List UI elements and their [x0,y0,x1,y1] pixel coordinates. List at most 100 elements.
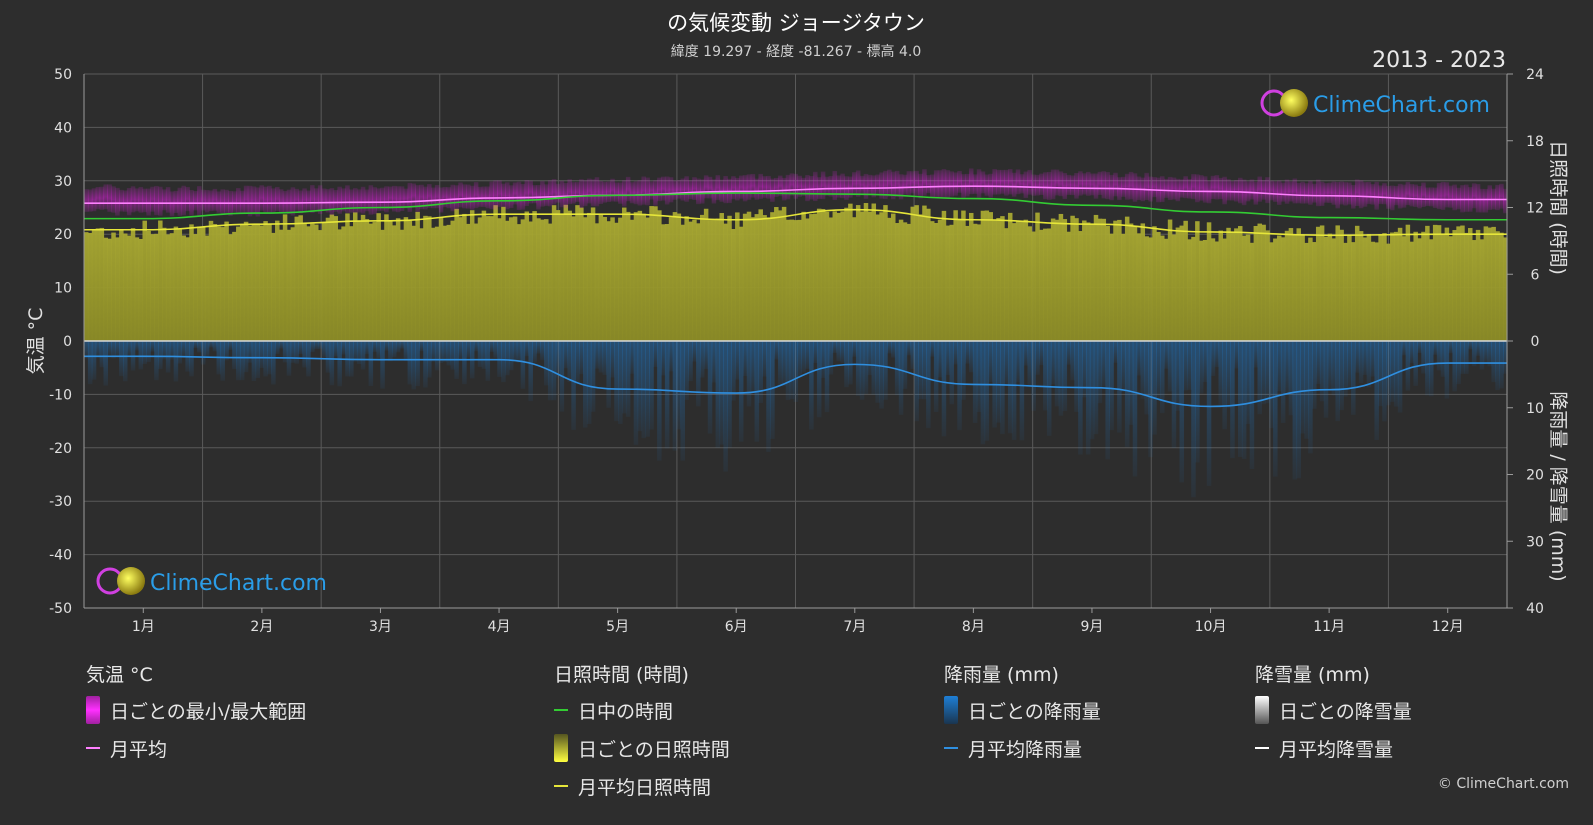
sunshine-avg-line [83,208,1507,237]
sunshine-bar [391,225,397,341]
temp-range-bar [793,173,799,199]
rain-bar [1448,341,1454,354]
rain-bar [1397,341,1403,413]
rain-bar [1432,341,1438,355]
temp-range-bar [1358,180,1364,209]
yellow-line-swatch [554,785,568,787]
temp-range-bar [430,187,436,209]
temp-range-bar [571,182,576,204]
temp-range-bar [197,186,202,216]
sunshine-bar [1050,218,1056,341]
axes: 50 40 30 20 10 0 -10 -20 -30 -40 -50 24 18 12 6 0 10 20 30… [25,67,1569,635]
temp-range-bar [941,169,947,198]
rain-bar [1140,341,1146,399]
temp-range-bar [1058,171,1064,197]
sunshine-bar [618,217,623,341]
logo-text-top: ClimeChart.com [1313,93,1490,118]
rain-bar [1300,341,1305,434]
temp-range-bar [1152,177,1157,198]
temp-range-bar [731,176,736,200]
temp-range-bar [1074,173,1079,199]
blue-line-swatch [944,747,958,749]
legend-item-daily-sunshine: 日ごとの日照時間 [554,734,730,762]
temp-range-bar [1113,172,1118,197]
temp-range-bar [372,187,377,215]
temp-range-bar [243,185,249,214]
sunshine-bar [1382,233,1387,341]
rain-bar [711,341,717,383]
sunshine-bar [1218,230,1223,341]
rain-bar [1366,341,1372,388]
rain-bar [111,341,116,359]
sunshine-bar [302,223,307,341]
rain-bar [1405,341,1411,391]
rain-bar [1468,341,1473,350]
temp-range-bar [380,187,385,211]
temp-range-bar [735,177,740,201]
sunshine-bar [883,205,888,341]
temp-range-bar [1354,179,1360,206]
rain-bar [1491,341,1496,383]
temp-range-bar [423,186,428,210]
temp-range-bar [419,184,424,210]
rain-bar [1070,341,1075,381]
sunshine-bar [949,224,954,341]
rain-bar [937,341,943,378]
sunshine-bar [1074,218,1079,341]
rain-bar [1183,341,1188,391]
sunshine-bar [376,213,381,341]
sunshine-bar [1269,242,1274,341]
sunshine-bar [158,220,163,341]
y-right-top-tick-label: 6 [1531,267,1540,283]
temp-range-bar [1452,184,1457,211]
rain-bar [571,341,576,430]
rain-bar [411,341,416,390]
y-left-tick-label: -20 [49,441,72,457]
temp-range-bar [142,188,147,213]
rain-bar [1050,341,1056,385]
temp-range-bar [158,186,163,216]
temp-range-bar [1128,171,1134,200]
temp-range-bar [302,188,307,212]
rain-bar [161,341,167,360]
temp-range-bar [758,173,763,199]
rain-bar [1331,341,1337,396]
temp-range-bar [1093,173,1099,199]
sunshine-bar [1234,228,1239,341]
sunshine-bar [415,211,420,341]
rain-bar [255,341,261,378]
sunshine-bar [965,225,970,341]
rain-bar [1062,341,1068,412]
temp-range-bar [516,181,522,211]
rain-bar [988,341,993,382]
sunshine-bar [208,220,214,341]
temp-range-bar [1436,182,1442,210]
temp-range-bar [427,184,432,208]
sunshine-bar [1210,238,1216,341]
sunshine-bar [672,212,678,341]
temp-range-bar [126,188,132,216]
temp-range-bar [181,185,186,216]
rain-bar [1444,341,1450,399]
temp-range-bar [99,186,105,210]
sunshine-bar [633,212,639,341]
rain-bar [232,341,237,370]
rain-bar [212,341,218,352]
sunshine-bar [430,227,436,341]
temp-range-bar [887,169,892,197]
temp-range-bar [996,169,1001,195]
sunshine-bar [816,208,822,341]
temp-range-bar [165,187,171,213]
sunshine-bar [594,223,600,341]
temp-range-bar [399,186,405,211]
temp-range-bar [579,179,584,209]
rain-bar [1464,341,1469,374]
sunshine-bar [216,226,222,341]
rain-bar [298,341,303,355]
sunshine-bar [403,217,409,341]
sunshine-bar [852,217,857,341]
temp-range-bar [945,170,951,198]
rain-bar [961,341,966,400]
y-left-tick-label: 20 [54,227,72,243]
sunshine-bar [1191,236,1196,341]
